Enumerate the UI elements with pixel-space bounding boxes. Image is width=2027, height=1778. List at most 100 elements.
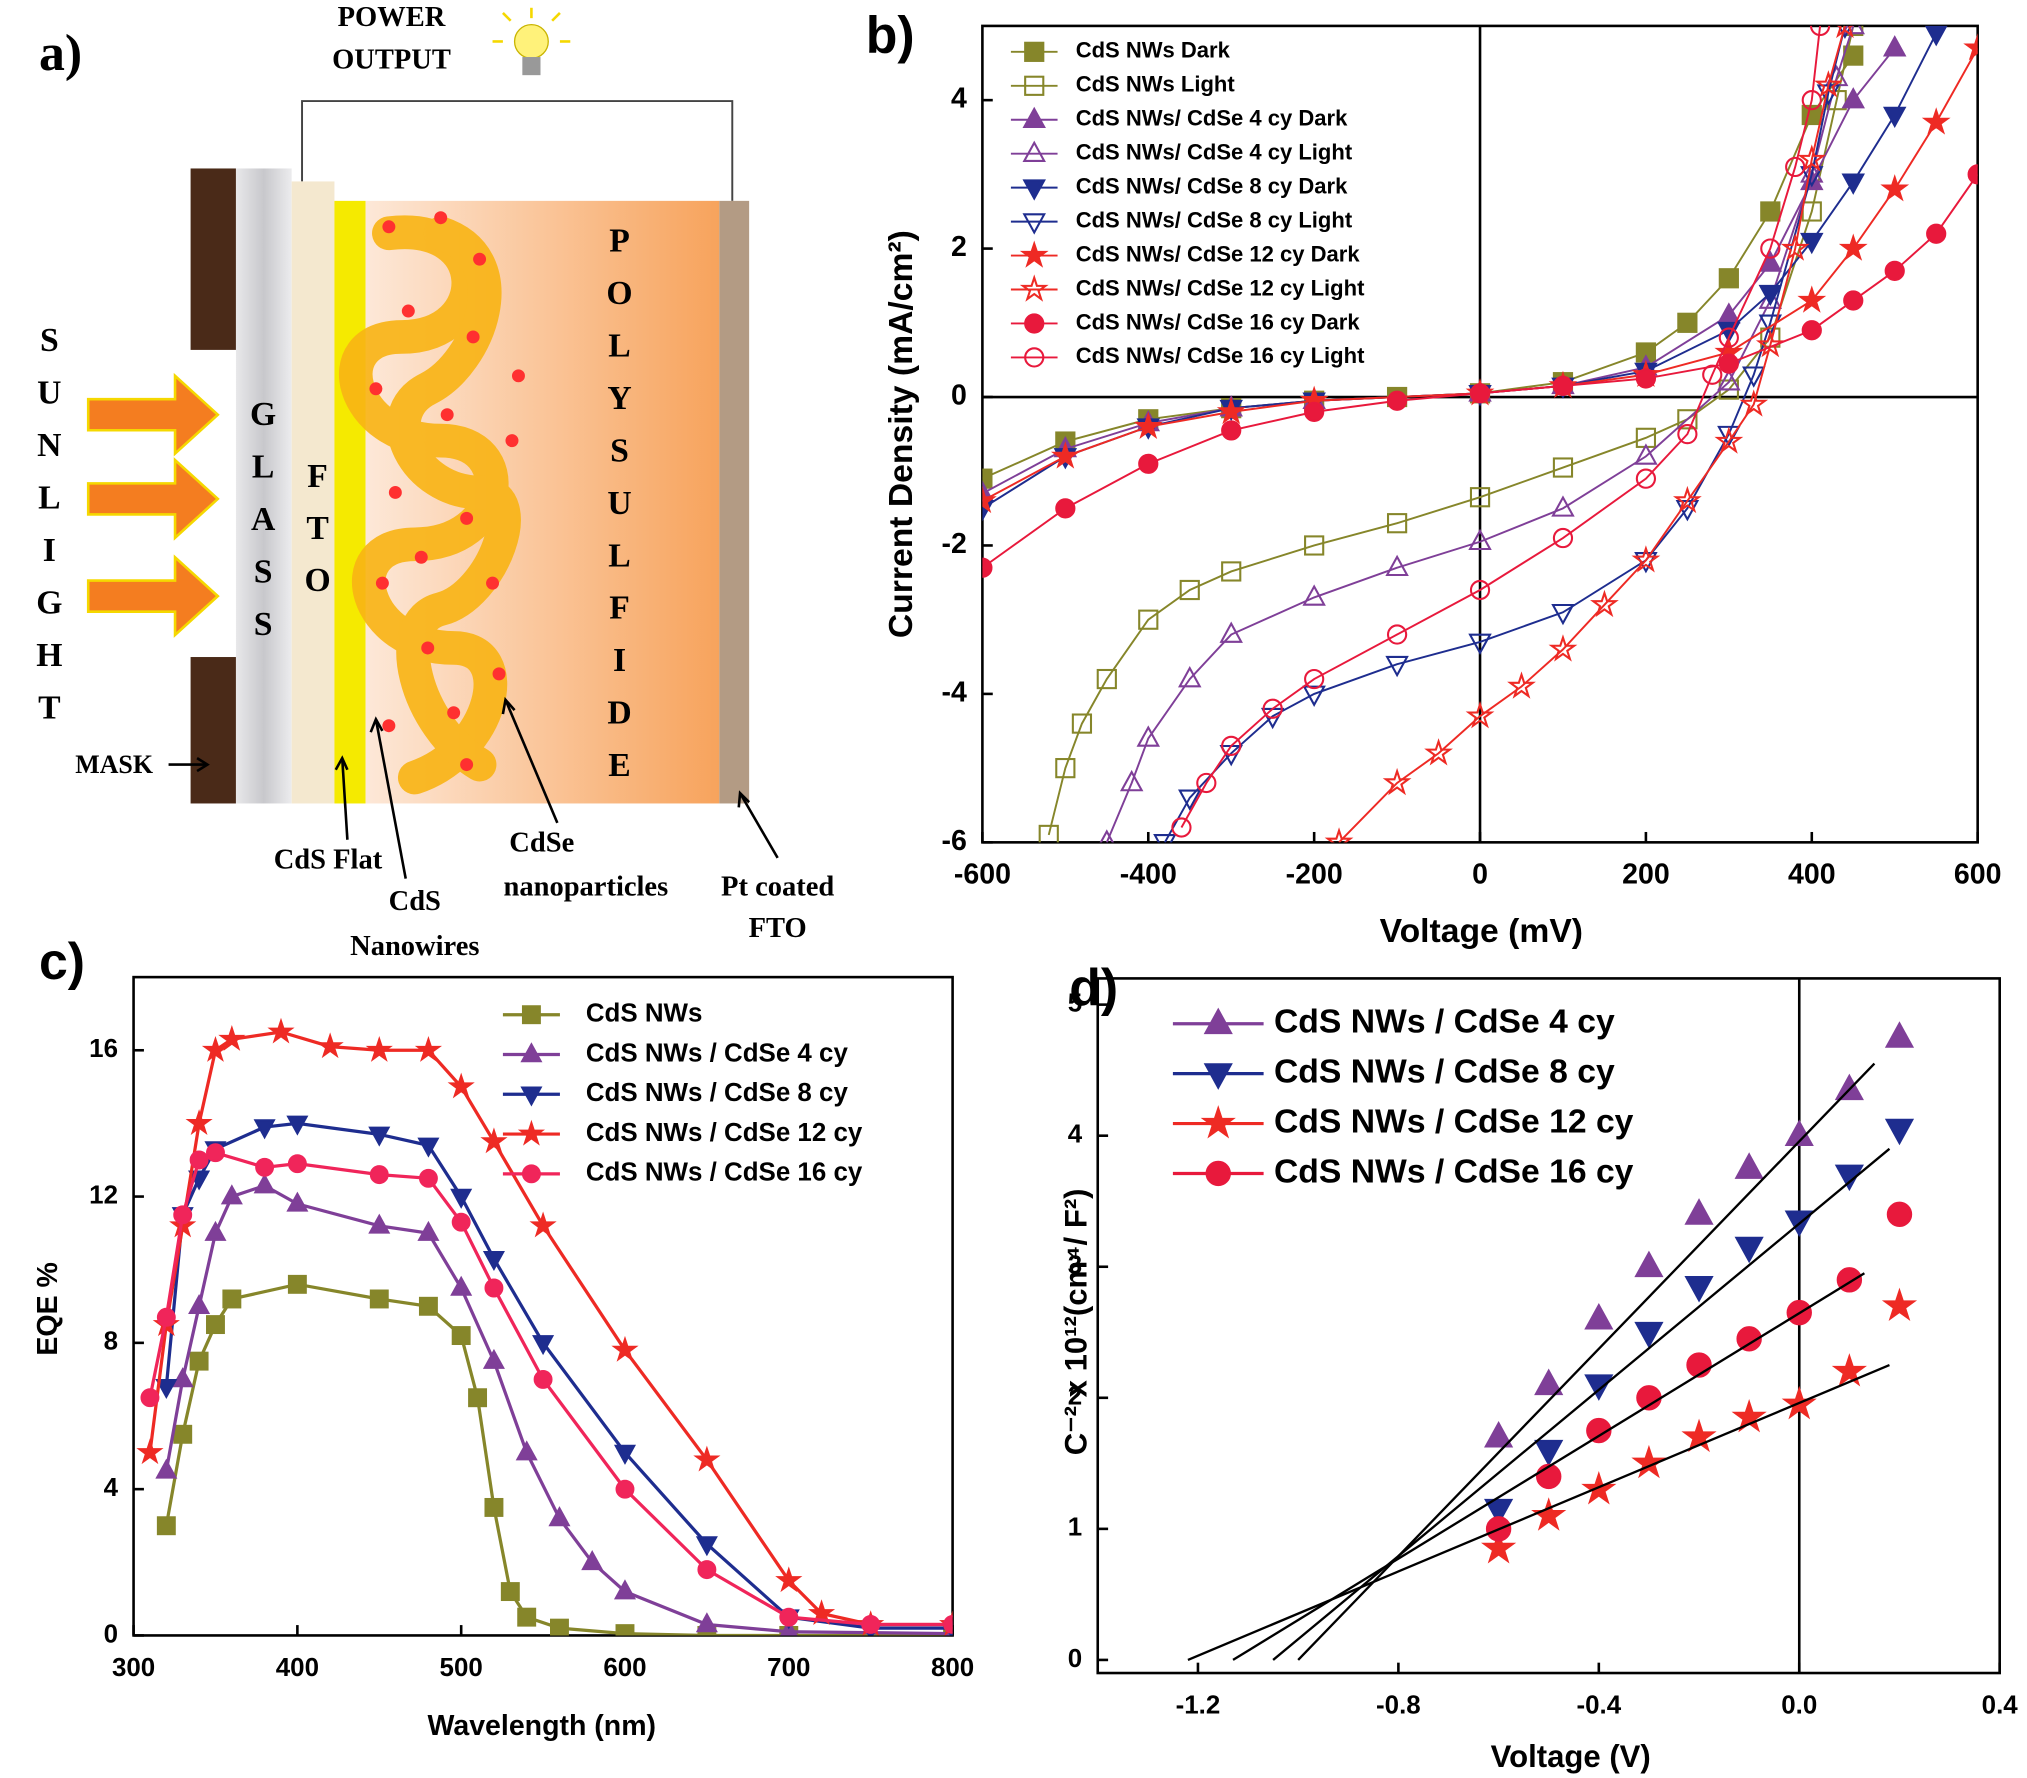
vertical-letter: I [43, 532, 56, 569]
marker [1880, 174, 1910, 202]
marker [1469, 579, 1491, 601]
vertical-letter: I [613, 642, 626, 679]
marker [1216, 396, 1246, 425]
marker [943, 1615, 953, 1634]
marker [1022, 179, 1046, 201]
legend-label: CdS NWs/ CdSe 12 cy Light [1076, 275, 1365, 300]
marker [368, 1126, 391, 1147]
marker [1469, 383, 1491, 404]
marker [286, 1191, 309, 1212]
series-line [164, 1282, 953, 1636]
legend-label: CdS NWs Dark [1076, 38, 1231, 63]
marker [1534, 1439, 1564, 1467]
vertical-letter: T [38, 690, 60, 727]
marker [1024, 75, 1045, 96]
y-tick-label: 3 [1068, 1252, 1082, 1280]
marker [1758, 250, 1783, 272]
vertical-letter: L [38, 480, 60, 517]
marker [779, 1607, 799, 1627]
marker [450, 1188, 473, 1209]
y-tick-label: 4 [951, 83, 967, 115]
nanoparticles-label: nanoparticles [504, 872, 669, 903]
vertical-letter: D [607, 695, 631, 732]
marker [1304, 668, 1325, 690]
marker [1302, 685, 1326, 707]
series-line [164, 1183, 953, 1636]
marker [1531, 1497, 1567, 1531]
marker [1634, 1321, 1664, 1349]
marker [1677, 409, 1698, 430]
marker [1590, 589, 1619, 618]
marker [1038, 824, 1059, 843]
legend-label: CdS NWs / CdSe 16 cy [1274, 1153, 1634, 1190]
marker [1382, 767, 1412, 796]
legend-label: CdS NWs/ CdSe 4 cy Dark [1076, 106, 1348, 131]
y-tick-label: 0 [104, 1620, 118, 1648]
marker [550, 1618, 569, 1636]
marker [1834, 1164, 1864, 1192]
y-tick-label: 2 [951, 231, 967, 263]
marker [1714, 426, 1744, 454]
marker [1534, 1368, 1564, 1396]
marker [1386, 624, 1408, 645]
chart-panel: c) Wavelength (nm) EQE % 300 400 500 600 700 800… [32, 932, 974, 1742]
marker [1262, 698, 1283, 719]
marker [1718, 327, 1739, 348]
marker [1221, 735, 1242, 756]
x-tick-label: 600 [603, 1654, 646, 1682]
y-axis-title: C⁻² x 10¹²(cm⁴/ F²) [1059, 1188, 1094, 1455]
panel-label: c) [39, 932, 85, 990]
marker [1881, 1287, 1918, 1322]
marker [697, 1560, 717, 1580]
marker [484, 1497, 504, 1517]
marker [861, 1615, 881, 1634]
marker [1099, 829, 1114, 843]
marker [201, 1035, 230, 1062]
marker [1838, 233, 1868, 261]
marker [468, 1388, 488, 1408]
marker [1760, 201, 1781, 222]
marker [220, 1184, 243, 1205]
marker [1302, 584, 1326, 606]
marker [1171, 817, 1192, 838]
marker [1584, 1303, 1614, 1330]
legend-label: CdS NWs / CdSe 12 cy [586, 1119, 863, 1147]
y-tick-label: 16 [89, 1035, 118, 1063]
marker [520, 1042, 543, 1063]
marker [316, 1032, 344, 1059]
series-line [1164, 25, 1846, 843]
x-tick-label: -0.8 [1376, 1692, 1421, 1720]
marker [1050, 441, 1080, 469]
panel-label: d) [1069, 958, 1118, 1016]
marker [1884, 1021, 1915, 1048]
marker [1507, 671, 1536, 699]
marker [517, 1607, 537, 1627]
marker [1963, 33, 1978, 61]
marker [418, 1168, 438, 1188]
wire [301, 100, 734, 201]
bulb-rays [492, 7, 571, 43]
marker [1484, 1498, 1514, 1526]
marker [1672, 485, 1702, 514]
power-label: POWER [338, 2, 446, 33]
marker [368, 1213, 391, 1234]
marker [500, 1582, 520, 1602]
marker [1841, 87, 1865, 109]
x-tick-label: 0 [1472, 859, 1488, 891]
marker [1780, 233, 1810, 261]
y-tick-label: 4 [104, 1474, 119, 1502]
marker [206, 1315, 225, 1335]
vertical-letter: P [609, 222, 630, 259]
mask-top [190, 168, 236, 350]
legend-label: CdS NWs [586, 1000, 703, 1028]
marker [1731, 1398, 1767, 1433]
marker [521, 1005, 541, 1025]
legend-label: CdS NWs/ CdSe 16 cy Dark [1076, 309, 1361, 334]
marker [1884, 260, 1905, 281]
y-tick-label: 4 [1068, 1121, 1083, 1149]
marker [1755, 329, 1785, 358]
marker [1634, 1250, 1664, 1278]
marker [482, 1348, 505, 1369]
plot-frame [1096, 977, 2001, 1675]
x-tick-label: 300 [112, 1654, 155, 1682]
